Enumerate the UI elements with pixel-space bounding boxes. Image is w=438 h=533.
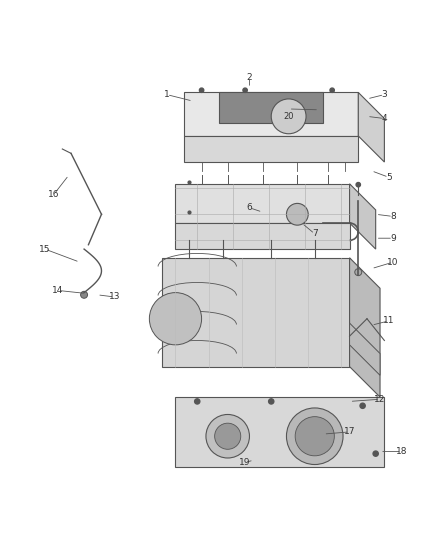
Polygon shape xyxy=(350,258,380,397)
Circle shape xyxy=(215,423,241,449)
Polygon shape xyxy=(219,92,323,123)
Text: 9: 9 xyxy=(390,233,396,243)
Polygon shape xyxy=(176,184,350,223)
Polygon shape xyxy=(358,92,385,162)
Circle shape xyxy=(206,415,250,458)
Polygon shape xyxy=(350,323,380,375)
Circle shape xyxy=(286,408,343,465)
Circle shape xyxy=(355,269,362,276)
Circle shape xyxy=(81,292,88,298)
Circle shape xyxy=(286,204,308,225)
Polygon shape xyxy=(176,397,385,467)
Text: 14: 14 xyxy=(52,286,64,295)
Circle shape xyxy=(243,88,247,92)
Text: 10: 10 xyxy=(387,257,399,266)
Circle shape xyxy=(356,182,360,187)
Text: 4: 4 xyxy=(381,114,387,123)
Text: 18: 18 xyxy=(396,447,407,456)
Polygon shape xyxy=(184,92,358,136)
Text: 6: 6 xyxy=(247,203,252,212)
Circle shape xyxy=(373,451,378,456)
Polygon shape xyxy=(176,223,350,249)
Text: 8: 8 xyxy=(390,212,396,221)
Text: 1: 1 xyxy=(164,90,170,99)
Text: 17: 17 xyxy=(344,427,355,437)
Text: 3: 3 xyxy=(381,90,387,99)
Circle shape xyxy=(360,403,365,408)
Circle shape xyxy=(295,417,334,456)
Text: 20: 20 xyxy=(283,112,294,121)
Text: 16: 16 xyxy=(48,190,60,199)
Circle shape xyxy=(199,88,204,92)
Polygon shape xyxy=(184,136,358,162)
Text: 7: 7 xyxy=(312,229,318,238)
Circle shape xyxy=(268,399,274,404)
Text: 15: 15 xyxy=(39,245,51,254)
Circle shape xyxy=(330,88,334,92)
Text: 5: 5 xyxy=(386,173,392,182)
Circle shape xyxy=(149,293,201,345)
Text: 12: 12 xyxy=(374,395,386,403)
Polygon shape xyxy=(162,258,350,367)
Polygon shape xyxy=(350,184,376,249)
Text: 11: 11 xyxy=(383,317,395,326)
Text: 19: 19 xyxy=(239,458,251,467)
Text: 2: 2 xyxy=(247,72,252,82)
Circle shape xyxy=(194,399,200,404)
Text: 13: 13 xyxy=(109,293,120,302)
Circle shape xyxy=(271,99,306,134)
